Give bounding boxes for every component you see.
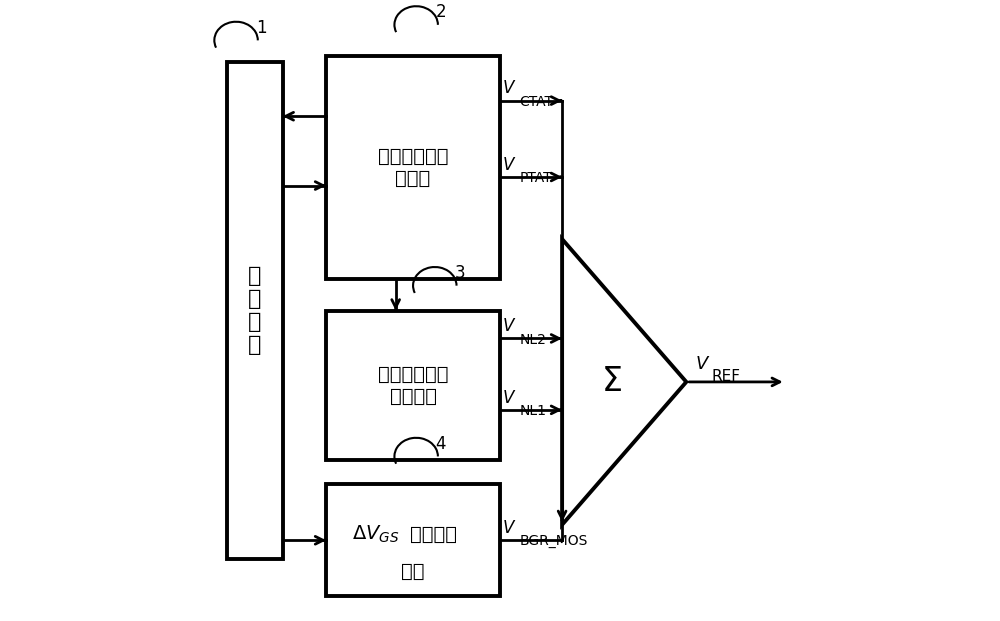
Text: V: V <box>503 519 514 537</box>
Text: 启
动
电
路: 启 动 电 路 <box>248 266 261 355</box>
Bar <box>326 484 500 596</box>
Text: BGR_MOS: BGR_MOS <box>519 534 588 548</box>
Text: REF: REF <box>712 369 741 384</box>
Text: CTAT: CTAT <box>519 94 553 109</box>
Text: V: V <box>696 355 708 373</box>
Text: $\Delta V_{GS}$: $\Delta V_{GS}$ <box>352 524 400 545</box>
Bar <box>227 62 283 559</box>
Text: 4: 4 <box>436 435 446 453</box>
Text: 电路: 电路 <box>401 562 425 581</box>
Text: V: V <box>503 317 514 335</box>
Text: 分段线性温度
补偿电路: 分段线性温度 补偿电路 <box>378 365 448 406</box>
Text: 3: 3 <box>454 264 465 282</box>
Text: 双极型带隙基
准电路: 双极型带隙基 准电路 <box>378 147 448 188</box>
Bar <box>326 56 500 279</box>
Text: 1: 1 <box>256 19 266 37</box>
Text: V: V <box>503 389 514 407</box>
Text: PTAT: PTAT <box>519 171 552 185</box>
Text: NL1: NL1 <box>519 404 546 418</box>
Text: 温度补偿: 温度补偿 <box>410 525 457 544</box>
Text: $\Sigma$: $\Sigma$ <box>601 365 622 399</box>
Bar <box>326 310 500 460</box>
Text: 2: 2 <box>436 3 446 21</box>
Text: V: V <box>503 79 514 97</box>
Text: V: V <box>503 156 514 174</box>
Text: NL2: NL2 <box>519 332 546 347</box>
